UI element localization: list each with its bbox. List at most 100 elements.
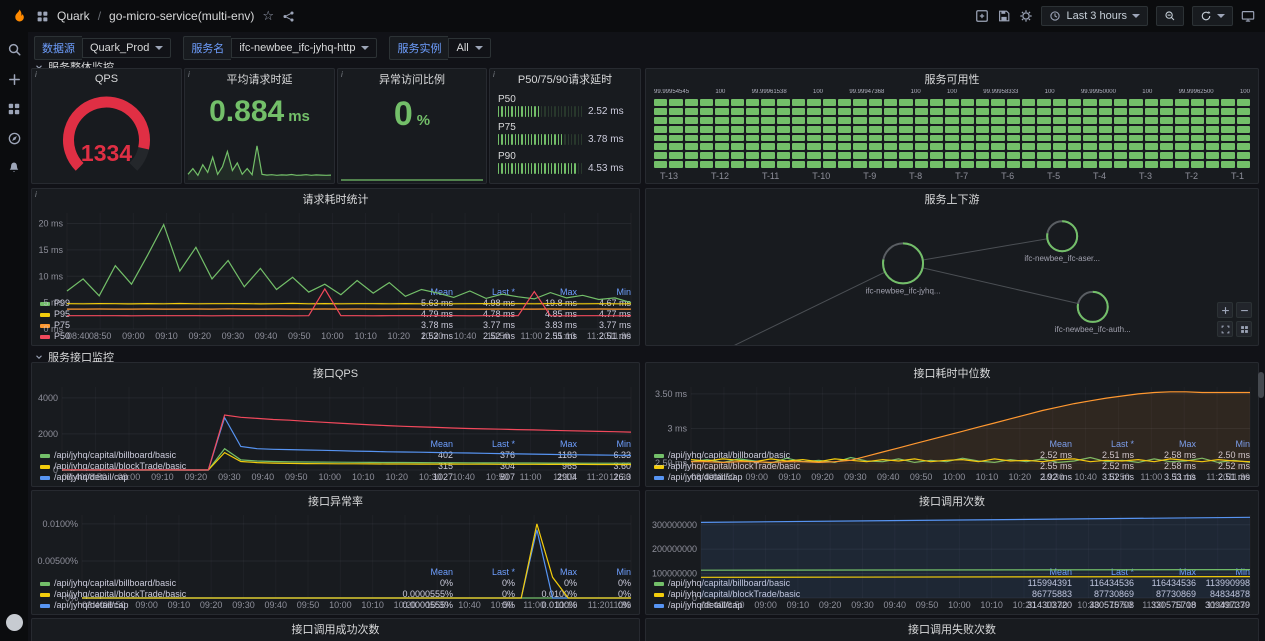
add-panel-icon[interactable]: [975, 9, 989, 23]
dashboards-breadcrumb-icon[interactable]: [36, 10, 49, 23]
layout-grid-button[interactable]: [1236, 321, 1252, 337]
legend-col-header[interactable]: Min: [1235, 567, 1250, 577]
star-icon[interactable]: ☆: [262, 8, 275, 23]
panel-info-icon[interactable]: i: [35, 70, 37, 79]
search-icon[interactable]: [7, 42, 22, 57]
svg-text:09:40: 09:40: [264, 600, 287, 610]
zoom-in-button[interactable]: [1217, 302, 1233, 318]
avail-cell: [945, 152, 959, 160]
legend-series[interactable]: /api/jyhq/capital/billboard/basic: [40, 578, 391, 589]
legend-series[interactable]: /api/jyhq/capital/billboard/basic: [40, 450, 391, 461]
time-range-picker[interactable]: Last 3 hours: [1041, 6, 1148, 26]
panel-title[interactable]: 请求耗时统计: [32, 189, 639, 209]
svg-text:09:20: 09:20: [819, 600, 842, 610]
legend-col-header[interactable]: Last *: [491, 439, 515, 449]
avail-x-label: T-13: [660, 171, 679, 181]
panel-title[interactable]: P50/75/90请求延时: [490, 69, 640, 89]
scrollbar-thumb[interactable]: [1258, 372, 1264, 398]
legend-series[interactable]: P95: [40, 309, 391, 320]
avail-cell: [761, 125, 775, 133]
dashboard-title[interactable]: go-micro-service(multi-env): [109, 9, 255, 23]
legend-col-header[interactable]: Mean: [1049, 567, 1072, 577]
panel-title[interactable]: 接口调用成功次数: [32, 619, 639, 639]
share-icon[interactable]: [282, 10, 295, 23]
legend-col-header[interactable]: Last *: [491, 567, 515, 577]
panel-title[interactable]: 接口调用失败次数: [646, 619, 1258, 639]
panel-title[interactable]: 接口异常率: [32, 491, 639, 511]
avail-cell: [1098, 125, 1112, 133]
explore-compass-icon[interactable]: [7, 131, 22, 146]
svg-text:1334: 1334: [81, 140, 132, 166]
topology-graph[interactable]: ifc-newbee_ifc-jyhq... ifc-newbee_ifc-ase…: [646, 209, 1258, 345]
avail-cell: [669, 107, 683, 115]
legend-col-header[interactable]: Max: [559, 439, 577, 449]
legend-series[interactable]: /api/jyhq/detail/cap: [654, 600, 1010, 611]
variable-service-instance[interactable]: 服务实例 All: [389, 36, 491, 60]
interface-calls-chart[interactable]: 0 100000000 200000000 300000000 08:40 08:50 09…: [646, 511, 1258, 610]
panel-title[interactable]: 服务可用性: [646, 69, 1258, 89]
grafana-logo-icon[interactable]: [10, 7, 28, 25]
legend-col-header[interactable]: Min: [616, 439, 631, 449]
legend-series[interactable]: P50: [40, 331, 391, 342]
legend-col-header[interactable]: Max: [559, 567, 577, 577]
refresh-button[interactable]: [1192, 6, 1233, 26]
legend-col-header[interactable]: Mean: [430, 439, 453, 449]
panel-title[interactable]: 服务上下游: [646, 189, 1258, 209]
alerting-bell-icon[interactable]: [7, 161, 21, 175]
dashboards-nav-icon[interactable]: [7, 102, 21, 116]
legend-col-header[interactable]: Last *: [1110, 439, 1134, 449]
variable-value-dropdown[interactable]: Quark_Prod: [82, 38, 172, 58]
interface-error-chart[interactable]: 0% 0.00500% 0.0100% 08:40 08:50 09:00 09:10 09:…: [32, 511, 639, 610]
legend-series[interactable]: /api/jyhq/detail/cap: [40, 472, 391, 483]
panel-title[interactable]: QPS: [32, 69, 181, 89]
avail-value: 99.99961538: [751, 89, 787, 95]
panel-title[interactable]: 平均请求时延: [185, 69, 334, 89]
legend-col-header[interactable]: Min: [616, 567, 631, 577]
legend-col-header[interactable]: Min: [616, 287, 631, 297]
legend-col-header[interactable]: Last *: [491, 287, 515, 297]
interface-median-chart[interactable]: 2.50 ms 3 ms 3.50 ms 08:40 08:50 09:00 09:10 09…: [646, 383, 1258, 482]
panel-info-icon[interactable]: i: [35, 190, 37, 199]
user-avatar[interactable]: [5, 614, 23, 631]
legend-col-header[interactable]: Mean: [430, 567, 453, 577]
legend-series[interactable]: /api/jyhq/capital/blockTrade/basic: [40, 461, 391, 472]
panel-info-icon[interactable]: i: [493, 70, 495, 79]
breadcrumb-app[interactable]: Quark: [57, 9, 90, 23]
legend-series[interactable]: /api/jyhq/detail/cap: [654, 472, 1010, 483]
legend-series[interactable]: /api/jyhq/detail/cap: [40, 600, 391, 611]
legend-series[interactable]: /api/jyhq/capital/billboard/basic: [654, 578, 1010, 589]
row-header-interface[interactable]: 服务接口监控: [34, 349, 114, 365]
legend-col-header[interactable]: Min: [1235, 439, 1250, 449]
latency-stats-chart[interactable]: 0 ms 5 ms 10 ms 15 ms 20 ms 08:40 08:50 09:00 09…: [32, 209, 639, 341]
panel-info-icon[interactable]: i: [341, 70, 343, 79]
fit-view-button[interactable]: [1217, 321, 1233, 337]
legend-series[interactable]: /api/jyhq/capital/billboard/basic: [654, 450, 1010, 461]
create-plus-icon[interactable]: [7, 72, 22, 87]
legend-series[interactable]: P99: [40, 298, 391, 309]
panel-title[interactable]: 接口耗时中位数: [646, 363, 1258, 383]
variable-datasource[interactable]: 数据源 Quark_Prod: [34, 36, 172, 60]
zoom-out-button[interactable]: [1156, 6, 1184, 26]
kiosk-monitor-icon[interactable]: [1241, 9, 1255, 23]
settings-gear-icon[interactable]: [1019, 9, 1033, 23]
panel-title[interactable]: 异常访问比例: [338, 69, 486, 89]
variable-value-dropdown[interactable]: All: [448, 38, 491, 58]
interface-qps-chart[interactable]: 0 2000 4000 08:40 08:50 09:00 09:10 09:20 09:30 0…: [32, 383, 639, 482]
legend-series[interactable]: /api/jyhq/capital/blockTrade/basic: [654, 589, 1010, 600]
panel-title[interactable]: 接口QPS: [32, 363, 639, 383]
legend-series[interactable]: P75: [40, 320, 391, 331]
save-icon[interactable]: [997, 9, 1011, 23]
legend-col-header[interactable]: Max: [1178, 439, 1196, 449]
variable-service-name[interactable]: 服务名 ifc-newbee_ifc-jyhq-http: [183, 36, 378, 60]
legend-series[interactable]: /api/jyhq/capital/blockTrade/basic: [40, 589, 391, 600]
legend-col-header[interactable]: Mean: [430, 287, 453, 297]
zoom-out-button[interactable]: [1236, 302, 1252, 318]
legend-series[interactable]: /api/jyhq/capital/blockTrade/basic: [654, 461, 1010, 472]
legend-col-header[interactable]: Max: [559, 287, 577, 297]
panel-info-icon[interactable]: i: [188, 70, 190, 79]
legend-col-header[interactable]: Last *: [1110, 567, 1134, 577]
variable-value-dropdown[interactable]: ifc-newbee_ifc-jyhq-http: [231, 38, 378, 58]
legend-col-header[interactable]: Mean: [1049, 439, 1072, 449]
legend-col-header[interactable]: Max: [1178, 567, 1196, 577]
panel-title[interactable]: 接口调用次数: [646, 491, 1258, 511]
